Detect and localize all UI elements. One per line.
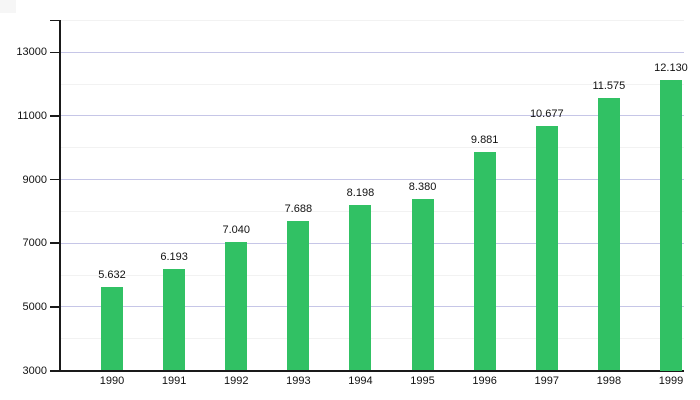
minor-gridline (60, 274, 684, 276)
bar (287, 221, 310, 371)
x-axis-line (50, 369, 684, 372)
bar (659, 80, 682, 371)
x-axis-label: 1993 (286, 375, 311, 387)
y-axis-label: 3000 (22, 364, 47, 377)
bar-value-label: 8.380 (408, 181, 437, 194)
bar (597, 97, 620, 371)
y-axis-label: 11000 (17, 109, 47, 122)
bar-value-label: 8.198 (346, 187, 375, 200)
y-axis-label: 5000 (22, 300, 47, 313)
major-gridline (60, 306, 684, 308)
bar (163, 268, 186, 371)
corner-artifact (0, 0, 16, 13)
major-gridline (60, 51, 684, 53)
bar-value-label: 6.193 (160, 250, 188, 263)
x-axis-label: 1997 (534, 375, 560, 387)
minor-gridline (60, 20, 684, 21)
bar-value-label: 12.130 (654, 62, 688, 74)
x-axis-label: 1991 (161, 375, 187, 387)
bar (101, 286, 123, 371)
bar (535, 126, 558, 371)
y-axis-tick (50, 51, 59, 54)
bar (349, 205, 372, 371)
major-gridline (60, 179, 684, 181)
y-axis-label: 9000 (22, 173, 47, 186)
x-axis-label: 1996 (472, 375, 497, 387)
y-axis-label: 13000 (16, 46, 47, 59)
minor-gridline (60, 147, 684, 149)
x-axis-label: 1992 (223, 375, 249, 387)
y-axis-label: 7000 (22, 237, 47, 250)
y-axis-tick (50, 306, 59, 308)
bar-value-label: 9.881 (470, 133, 499, 146)
minor-gridline (60, 210, 684, 212)
bar-value-label: 10.677 (529, 108, 564, 121)
bar (225, 241, 248, 371)
bar (411, 199, 434, 371)
major-gridline (60, 242, 684, 244)
x-axis-label: 1999 (658, 375, 684, 387)
minor-gridline (60, 338, 684, 340)
y-axis-tick (50, 242, 59, 244)
bar (473, 151, 496, 371)
x-axis-label: 1994 (348, 375, 373, 387)
bar-value-label: 11.575 (592, 79, 626, 92)
y-axis-tick (50, 19, 59, 22)
y-axis-line (59, 20, 61, 372)
bar-value-label: 5.632 (98, 268, 126, 281)
bar-value-label: 7.688 (284, 203, 313, 216)
minor-gridline (60, 83, 684, 85)
y-axis-tick (50, 178, 59, 181)
x-axis-label: 1995 (410, 375, 435, 387)
x-axis-label: 1990 (99, 375, 125, 387)
y-axis-tick (50, 115, 59, 117)
bar-value-label: 7.040 (222, 223, 250, 236)
major-gridline (60, 115, 684, 117)
x-axis-label: 1998 (596, 375, 622, 387)
